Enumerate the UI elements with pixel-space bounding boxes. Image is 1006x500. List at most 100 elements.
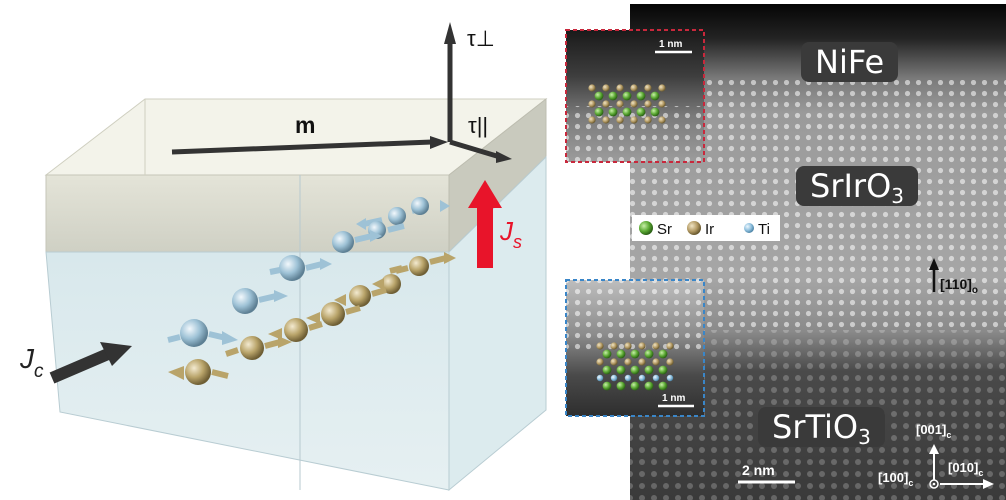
ti-atom	[624, 374, 632, 382]
layer-label-nife: NiFe	[801, 42, 899, 82]
crystal-axes: [001]c [100]c [010]c	[878, 422, 994, 489]
ir-atom	[616, 116, 624, 124]
inset-top-border	[565, 29, 705, 163]
sr-atom	[630, 381, 640, 391]
ti-atom	[666, 374, 674, 382]
sr-atom	[650, 107, 660, 117]
ir-atom	[588, 116, 596, 124]
inset-bottom-atom-overlay	[596, 342, 674, 391]
gold-spin-atom	[334, 285, 387, 307]
ir-atom	[602, 116, 610, 124]
ir-atom	[658, 116, 666, 124]
srio-side-face	[448, 155, 547, 492]
spin-atoms-front-row	[167, 319, 292, 385]
dir-100-label: [100]c	[878, 470, 913, 488]
legend-ir-swatch	[687, 221, 701, 235]
sr-atom	[622, 107, 632, 117]
ir-atom	[616, 100, 624, 108]
ir-atom	[610, 358, 618, 366]
magnetization-arrowhead	[430, 136, 448, 149]
torque-perp-arrowhead	[444, 22, 456, 44]
dir-001-label: [001]c	[916, 422, 951, 440]
torque-parallel-label: τ||	[468, 113, 488, 138]
sr-atom	[608, 107, 618, 117]
sr-atom	[658, 365, 668, 375]
ir-atom	[630, 116, 638, 124]
gold-spin-atom	[372, 265, 403, 294]
sr-atom	[644, 381, 654, 391]
ir-atom	[652, 358, 660, 366]
legend-sr-label: Sr	[657, 221, 672, 238]
ir-atom	[588, 84, 596, 92]
dir-010-label: [010]c	[948, 460, 983, 478]
torque-parallel-arrowhead	[496, 151, 512, 163]
sr-atom	[608, 91, 618, 101]
sr-atom	[636, 91, 646, 101]
ir-atom	[596, 358, 604, 366]
ti-atom	[638, 374, 646, 382]
ir-atom	[596, 342, 604, 350]
inset-interface-sto: 1 nm	[565, 279, 705, 417]
gold-spin-atom	[306, 302, 361, 326]
ir-atom	[644, 100, 652, 108]
ir-atom	[588, 100, 596, 108]
ir-atom	[630, 100, 638, 108]
ir-atom	[602, 84, 610, 92]
blue-spin-atom	[332, 230, 382, 253]
layer-label-srio3: SrIrO3	[796, 166, 918, 208]
ir-atom	[658, 100, 666, 108]
inset-top-scale-label: 1 nm	[659, 39, 682, 50]
ir-atom	[624, 342, 632, 350]
ir-atom	[644, 116, 652, 124]
sr-atom	[636, 107, 646, 117]
spin-atoms-back-row	[269, 197, 450, 281]
ir-atom	[658, 84, 666, 92]
blue-spin-atom	[411, 197, 450, 215]
sr-atom	[644, 365, 654, 375]
ti-atom	[652, 374, 660, 382]
ir-atom	[616, 84, 624, 92]
sr-atom	[658, 381, 668, 391]
sr-atom	[602, 349, 612, 359]
charge-current-arrowhead	[100, 342, 132, 366]
legend-sr-swatch	[639, 221, 653, 235]
dir-110-label: [110]o	[940, 276, 978, 296]
magnetization-label: m	[295, 112, 315, 138]
inset-bottom-border	[565, 279, 705, 417]
layer-label-srtio3: SrTiO3	[758, 407, 885, 449]
charge-current-label: Jc	[19, 343, 44, 382]
torque-parallel-axis	[449, 139, 501, 160]
sr-atom	[630, 365, 640, 375]
ir-atom	[630, 84, 638, 92]
ir-atom	[644, 84, 652, 92]
spin-current-label: Js	[499, 216, 522, 252]
sr-atom	[616, 365, 626, 375]
spin-current-arrow	[477, 206, 493, 268]
blue-spin-atom	[269, 255, 332, 281]
inset-top-atom-overlay	[588, 84, 666, 124]
orientation-110: [110]o	[929, 258, 978, 296]
ti-atom	[596, 374, 604, 382]
spin-current-arrowhead	[468, 180, 502, 208]
ti-atom	[610, 374, 618, 382]
legend-background	[632, 215, 780, 241]
ir-atom	[652, 342, 660, 350]
main-scale-label: 2 nm	[742, 462, 775, 478]
ir-atom	[666, 342, 674, 350]
ir-atom	[638, 358, 646, 366]
legend-ti-label: Ti	[758, 221, 770, 238]
gold-spin-atom	[225, 336, 292, 360]
sr-atom	[650, 91, 660, 101]
sr-atom	[622, 91, 632, 101]
sr-atom	[616, 381, 626, 391]
spin-atoms-middle-row	[232, 252, 456, 342]
sr-atom	[594, 107, 604, 117]
ir-atom	[610, 342, 618, 350]
sr-atom	[602, 365, 612, 375]
gold-spin-atom	[168, 359, 229, 385]
ir-atom	[602, 100, 610, 108]
blue-spin-atom	[167, 319, 238, 347]
sr-atom	[616, 349, 626, 359]
sr-atom	[644, 349, 654, 359]
legend-ti-swatch	[744, 223, 754, 233]
